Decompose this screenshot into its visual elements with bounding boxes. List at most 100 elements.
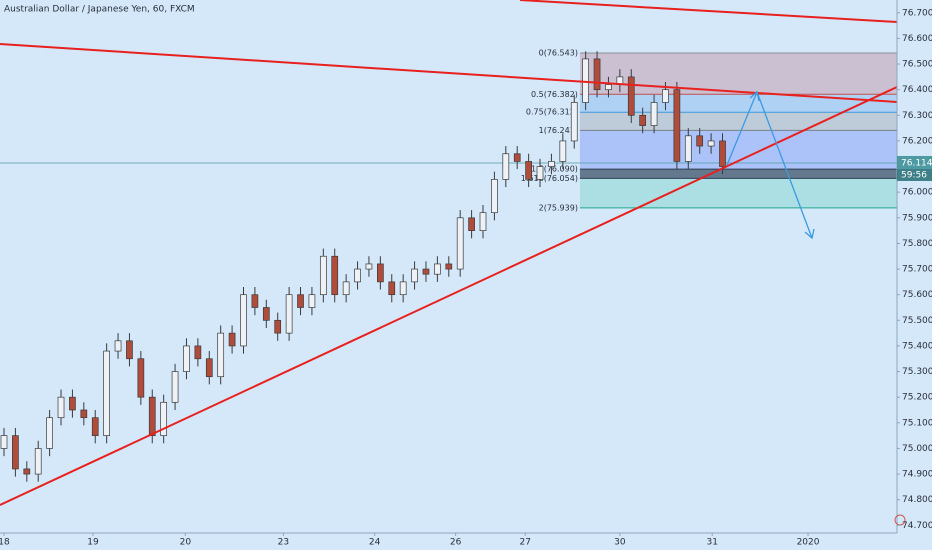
candle-body bbox=[422, 268, 430, 275]
fib-label: 1.5(76.090) bbox=[531, 165, 578, 174]
x-tick-label: 2020 bbox=[797, 538, 820, 548]
candles bbox=[0, 51, 726, 482]
candle-body bbox=[582, 58, 589, 103]
candle-body bbox=[593, 58, 601, 91]
candle-body bbox=[319, 255, 327, 296]
candle-body bbox=[719, 140, 726, 167]
x-tick-label: 31 bbox=[707, 538, 718, 548]
candle-body bbox=[228, 332, 236, 347]
y-tick-label: 75.400 bbox=[902, 341, 932, 351]
candle-body bbox=[23, 468, 31, 475]
y-tick-label: 74.900 bbox=[902, 470, 932, 480]
fib-zone bbox=[579, 94, 897, 113]
y-tick-label: 75.200 bbox=[902, 393, 932, 403]
candle-body bbox=[137, 358, 145, 398]
candle-body bbox=[673, 89, 681, 162]
y-tick-label: 76.400 bbox=[902, 85, 932, 95]
candle-body bbox=[251, 294, 259, 308]
y-tick-label: 76.300 bbox=[902, 111, 932, 121]
candle-body bbox=[570, 102, 578, 142]
candle-body bbox=[639, 114, 647, 126]
candle-body bbox=[377, 263, 384, 283]
candle-body bbox=[297, 294, 304, 308]
y-tick-label: 76.000 bbox=[902, 188, 932, 198]
candle-body bbox=[684, 135, 692, 162]
candle-body bbox=[274, 319, 282, 334]
y-tick-label: 75.800 bbox=[902, 239, 932, 249]
candle-body bbox=[513, 153, 521, 162]
candle-body bbox=[46, 417, 53, 449]
fib-zone bbox=[579, 53, 897, 95]
candle-body bbox=[12, 435, 19, 470]
y-tick-label: 76.600 bbox=[902, 34, 932, 44]
x-tick-label: 23 bbox=[278, 538, 289, 548]
candle-body bbox=[445, 263, 453, 270]
trend-line bbox=[519, 0, 898, 23]
candle-body bbox=[354, 268, 361, 283]
fib-zones: 0(76.543) 0.5(76.382) 0.75(76.312) 1(76.241… bbox=[0, 49, 897, 212]
candle-body bbox=[605, 84, 612, 91]
candle-body bbox=[525, 161, 532, 180]
candle-body bbox=[80, 409, 88, 419]
fib-zone bbox=[579, 169, 897, 179]
fib-label: 2(75.939) bbox=[539, 203, 578, 212]
countdown: 59:56 bbox=[901, 170, 927, 180]
candle-body bbox=[34, 448, 42, 475]
y-tick-label: 75.000 bbox=[902, 444, 932, 454]
candle-body bbox=[217, 332, 225, 378]
candle-body bbox=[171, 371, 179, 403]
candle-body bbox=[627, 76, 635, 116]
trend-line bbox=[0, 43, 898, 103]
candle-body bbox=[696, 135, 704, 147]
candle-body bbox=[0, 435, 8, 449]
candle-body bbox=[388, 281, 396, 296]
fib-label: 0.75(76.312) bbox=[526, 108, 578, 117]
y-tick-label: 75.700 bbox=[902, 265, 932, 275]
candle-body bbox=[194, 345, 202, 360]
candle-body bbox=[707, 140, 715, 147]
y-tick-label: 75.300 bbox=[902, 367, 932, 377]
candle-body bbox=[57, 396, 65, 419]
candle-body bbox=[491, 179, 498, 214]
axes: 74.700 74.800 74.900 75.000 75.100 75.200 75.3… bbox=[0, 8, 932, 548]
arrow-head bbox=[804, 228, 815, 240]
x-tick-label: 19 bbox=[87, 538, 99, 548]
arrow-head bbox=[749, 90, 760, 102]
candle-body bbox=[240, 294, 247, 347]
chart-title: Australian Dollar / Japanese Yen, 60, FX… bbox=[4, 5, 195, 15]
candle-body bbox=[650, 102, 658, 126]
x-tick-label: 20 bbox=[180, 538, 192, 548]
candle-body bbox=[434, 263, 441, 275]
candle-body bbox=[662, 89, 669, 103]
y-tick-label: 75.600 bbox=[902, 290, 932, 300]
candle-body bbox=[183, 345, 190, 372]
candle-body bbox=[479, 212, 487, 231]
y-tick-label: 75.900 bbox=[902, 213, 932, 223]
candle-body bbox=[285, 294, 293, 334]
candle-body bbox=[262, 307, 270, 321]
x-tick-label: 24 bbox=[369, 538, 381, 548]
candle-body bbox=[160, 401, 168, 436]
x-tick-label: 26 bbox=[450, 538, 462, 548]
fib-zone bbox=[579, 178, 897, 208]
fib-label: 1.618(76.054) bbox=[521, 174, 578, 183]
fib-zone bbox=[579, 112, 897, 131]
price-marker-label: 76.114 bbox=[901, 158, 932, 168]
candle-body bbox=[205, 358, 213, 378]
candle-body bbox=[91, 417, 99, 436]
candle-body bbox=[308, 294, 316, 308]
candle-body bbox=[331, 255, 339, 296]
price-axis bbox=[897, 0, 932, 550]
candle-body bbox=[548, 161, 555, 167]
candle-body bbox=[103, 350, 110, 436]
x-tick-label: 18 bbox=[0, 538, 10, 548]
candle-body bbox=[536, 166, 544, 180]
candle-body bbox=[468, 217, 475, 231]
countdown-box bbox=[897, 168, 932, 181]
candle-body bbox=[559, 140, 567, 162]
candle-body bbox=[456, 217, 464, 270]
x-tick-label: 30 bbox=[614, 538, 626, 548]
